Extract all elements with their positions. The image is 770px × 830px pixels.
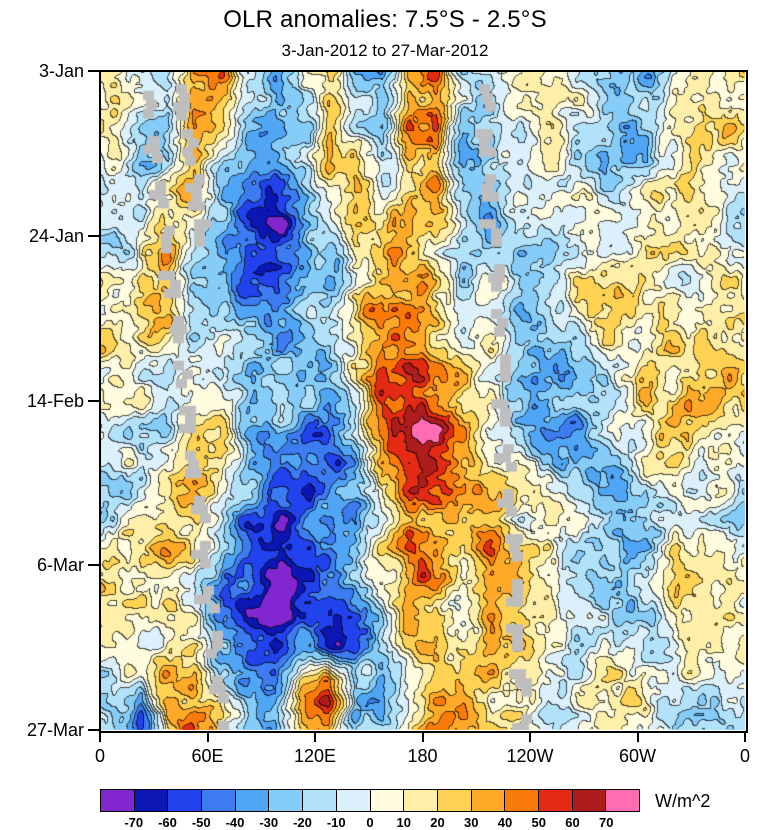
colorbar-swatch [133, 789, 169, 812]
colorbar-tick-label: -40 [225, 815, 245, 830]
colorbar-tick-label: -60 [158, 815, 177, 830]
colorbar-swatch [537, 789, 573, 812]
x-tick-label: 60W [618, 746, 656, 766]
y-tick-label: 24-Jan [28, 225, 84, 246]
colorbar-tick-label: -70 [124, 815, 144, 830]
y-tick-label: 14-Feb [26, 390, 84, 411]
y-tick-mark [88, 70, 99, 72]
colorbar-tick-label: 50 [531, 815, 546, 830]
y-tick-label: 6-Mar [36, 555, 84, 576]
colorbar-swatch [403, 789, 438, 812]
colorbar [100, 789, 640, 812]
colorbar-swatch [234, 789, 270, 812]
chart-subtitle: 3-Jan-2012 to 27-Mar-2012 [281, 41, 489, 60]
plot-area [99, 70, 748, 733]
colorbar-swatch [167, 789, 203, 812]
x-tick-mark [636, 731, 639, 742]
colorbar-tick-label: -50 [191, 815, 211, 830]
colorbar-tick-label: 20 [430, 815, 445, 830]
x-tick-label: 180 [407, 746, 438, 766]
colorbar-tick-label: -10 [326, 815, 346, 830]
colorbar-swatch [436, 789, 472, 812]
y-tick-mark [88, 399, 99, 402]
x-tick-label: 0 [94, 746, 105, 766]
colorbar-tick-label: 0 [366, 815, 374, 830]
colorbar-tick-label: -30 [259, 815, 279, 830]
x-tick-mark [529, 731, 531, 742]
x-tick-label: 120E [293, 746, 337, 766]
colorbar-swatch [302, 789, 337, 812]
colorbar-tick-label: 10 [396, 815, 411, 830]
y-tick-label: 3-Jan [38, 61, 84, 81]
y-tick-mark [88, 234, 99, 237]
x-tick-mark [421, 731, 424, 742]
colorbar-swatch [605, 789, 640, 812]
x-tick-label: 120W [506, 746, 554, 766]
colorbar-tick-label: 30 [464, 815, 479, 830]
colorbar-tick-label: 40 [497, 815, 513, 830]
heatmap-canvas [100, 71, 745, 730]
colorbar-swatch [201, 789, 236, 812]
x-tick-mark [314, 731, 316, 742]
colorbar-swatch [268, 789, 304, 812]
x-tick-mark [744, 731, 746, 742]
colorbar-swatch [504, 789, 539, 812]
colorbar-tick-label: -20 [293, 815, 312, 830]
x-tick-mark [99, 731, 101, 742]
colorbar-tick-label: 70 [599, 815, 614, 830]
colorbar-swatch [571, 789, 607, 812]
colorbar-swatch [369, 789, 405, 812]
x-tick-mark [206, 731, 209, 742]
y-tick-label: 27-Mar [26, 720, 84, 740]
y-tick-mark [88, 729, 99, 731]
colorbar-swatch [335, 789, 371, 812]
colorbar-unit-label: W/m^2 [655, 791, 711, 811]
x-tick-label: 0 [739, 746, 750, 766]
colorbar-swatch [470, 789, 506, 812]
y-tick-mark [88, 564, 99, 567]
colorbar-tick-label: 60 [565, 815, 580, 830]
colorbar-swatch [100, 789, 135, 812]
x-tick-label: 60E [191, 746, 224, 766]
chart-title: OLR anomalies: 7.5°S - 2.5°S [223, 6, 547, 33]
